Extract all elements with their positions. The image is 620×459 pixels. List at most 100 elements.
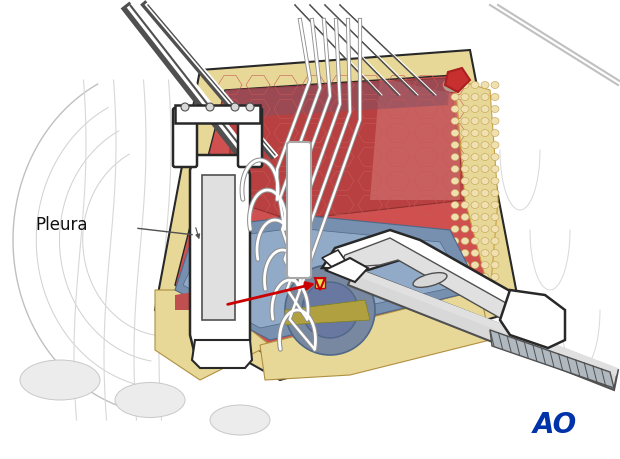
Polygon shape bbox=[175, 215, 480, 340]
Circle shape bbox=[181, 103, 189, 111]
Ellipse shape bbox=[481, 250, 489, 257]
Polygon shape bbox=[354, 268, 618, 376]
Ellipse shape bbox=[491, 237, 499, 245]
Ellipse shape bbox=[461, 82, 469, 89]
Ellipse shape bbox=[471, 141, 479, 149]
Ellipse shape bbox=[461, 262, 469, 269]
Ellipse shape bbox=[461, 190, 469, 196]
Ellipse shape bbox=[451, 106, 459, 112]
Ellipse shape bbox=[451, 285, 459, 292]
Circle shape bbox=[285, 265, 375, 355]
Ellipse shape bbox=[491, 82, 499, 89]
Ellipse shape bbox=[471, 202, 479, 208]
Ellipse shape bbox=[451, 166, 459, 173]
Polygon shape bbox=[348, 268, 618, 390]
Polygon shape bbox=[325, 258, 368, 282]
Bar bbox=[175, 105, 260, 123]
Polygon shape bbox=[175, 280, 265, 310]
Circle shape bbox=[302, 282, 358, 338]
Ellipse shape bbox=[491, 285, 499, 292]
Ellipse shape bbox=[491, 129, 499, 136]
Ellipse shape bbox=[481, 106, 489, 112]
Ellipse shape bbox=[481, 166, 489, 173]
Ellipse shape bbox=[471, 285, 479, 292]
Ellipse shape bbox=[471, 190, 479, 196]
Ellipse shape bbox=[461, 106, 469, 112]
Ellipse shape bbox=[461, 274, 469, 280]
Ellipse shape bbox=[451, 153, 459, 161]
Ellipse shape bbox=[461, 153, 469, 161]
Ellipse shape bbox=[471, 118, 479, 124]
Ellipse shape bbox=[451, 141, 459, 149]
Polygon shape bbox=[230, 78, 465, 220]
Text: Pleura: Pleura bbox=[35, 216, 87, 234]
FancyBboxPatch shape bbox=[173, 108, 197, 167]
Ellipse shape bbox=[491, 106, 499, 112]
Polygon shape bbox=[260, 290, 490, 380]
Ellipse shape bbox=[481, 262, 489, 269]
Polygon shape bbox=[500, 290, 565, 348]
Ellipse shape bbox=[451, 213, 459, 220]
Circle shape bbox=[246, 103, 254, 111]
Ellipse shape bbox=[491, 262, 499, 269]
Ellipse shape bbox=[413, 273, 447, 287]
Ellipse shape bbox=[471, 106, 479, 112]
Ellipse shape bbox=[471, 129, 479, 136]
Bar bbox=[315, 278, 325, 288]
Ellipse shape bbox=[481, 94, 489, 101]
Ellipse shape bbox=[451, 250, 459, 257]
Ellipse shape bbox=[481, 274, 489, 280]
Ellipse shape bbox=[491, 94, 499, 101]
Ellipse shape bbox=[461, 118, 469, 124]
Polygon shape bbox=[490, 330, 614, 388]
Polygon shape bbox=[155, 290, 270, 380]
Ellipse shape bbox=[491, 118, 499, 124]
Ellipse shape bbox=[471, 166, 479, 173]
Ellipse shape bbox=[491, 166, 499, 173]
Ellipse shape bbox=[471, 178, 479, 185]
Ellipse shape bbox=[461, 141, 469, 149]
Polygon shape bbox=[445, 68, 470, 92]
Ellipse shape bbox=[491, 141, 499, 149]
Ellipse shape bbox=[481, 178, 489, 185]
Ellipse shape bbox=[491, 274, 499, 280]
Ellipse shape bbox=[471, 82, 479, 89]
Polygon shape bbox=[450, 78, 498, 295]
Polygon shape bbox=[183, 228, 465, 328]
Ellipse shape bbox=[451, 237, 459, 245]
Ellipse shape bbox=[491, 225, 499, 233]
Ellipse shape bbox=[471, 153, 479, 161]
Ellipse shape bbox=[471, 213, 479, 220]
Ellipse shape bbox=[491, 202, 499, 208]
Ellipse shape bbox=[461, 178, 469, 185]
Ellipse shape bbox=[451, 190, 459, 196]
Ellipse shape bbox=[471, 250, 479, 257]
Ellipse shape bbox=[481, 190, 489, 196]
Ellipse shape bbox=[461, 129, 469, 136]
Polygon shape bbox=[322, 250, 345, 270]
Ellipse shape bbox=[491, 190, 499, 196]
Circle shape bbox=[206, 103, 214, 111]
Ellipse shape bbox=[471, 237, 479, 245]
Ellipse shape bbox=[481, 225, 489, 233]
Ellipse shape bbox=[471, 94, 479, 101]
Ellipse shape bbox=[481, 213, 489, 220]
Ellipse shape bbox=[115, 382, 185, 418]
Ellipse shape bbox=[20, 360, 100, 400]
Ellipse shape bbox=[451, 202, 459, 208]
Polygon shape bbox=[175, 75, 490, 355]
Ellipse shape bbox=[451, 94, 459, 101]
Polygon shape bbox=[225, 78, 450, 118]
Ellipse shape bbox=[451, 129, 459, 136]
Ellipse shape bbox=[491, 213, 499, 220]
Ellipse shape bbox=[461, 285, 469, 292]
FancyBboxPatch shape bbox=[238, 108, 262, 167]
Ellipse shape bbox=[481, 141, 489, 149]
Polygon shape bbox=[338, 238, 522, 326]
Polygon shape bbox=[190, 155, 250, 355]
Ellipse shape bbox=[491, 153, 499, 161]
Ellipse shape bbox=[481, 237, 489, 245]
Polygon shape bbox=[322, 230, 540, 328]
Ellipse shape bbox=[471, 262, 479, 269]
Circle shape bbox=[231, 103, 239, 111]
